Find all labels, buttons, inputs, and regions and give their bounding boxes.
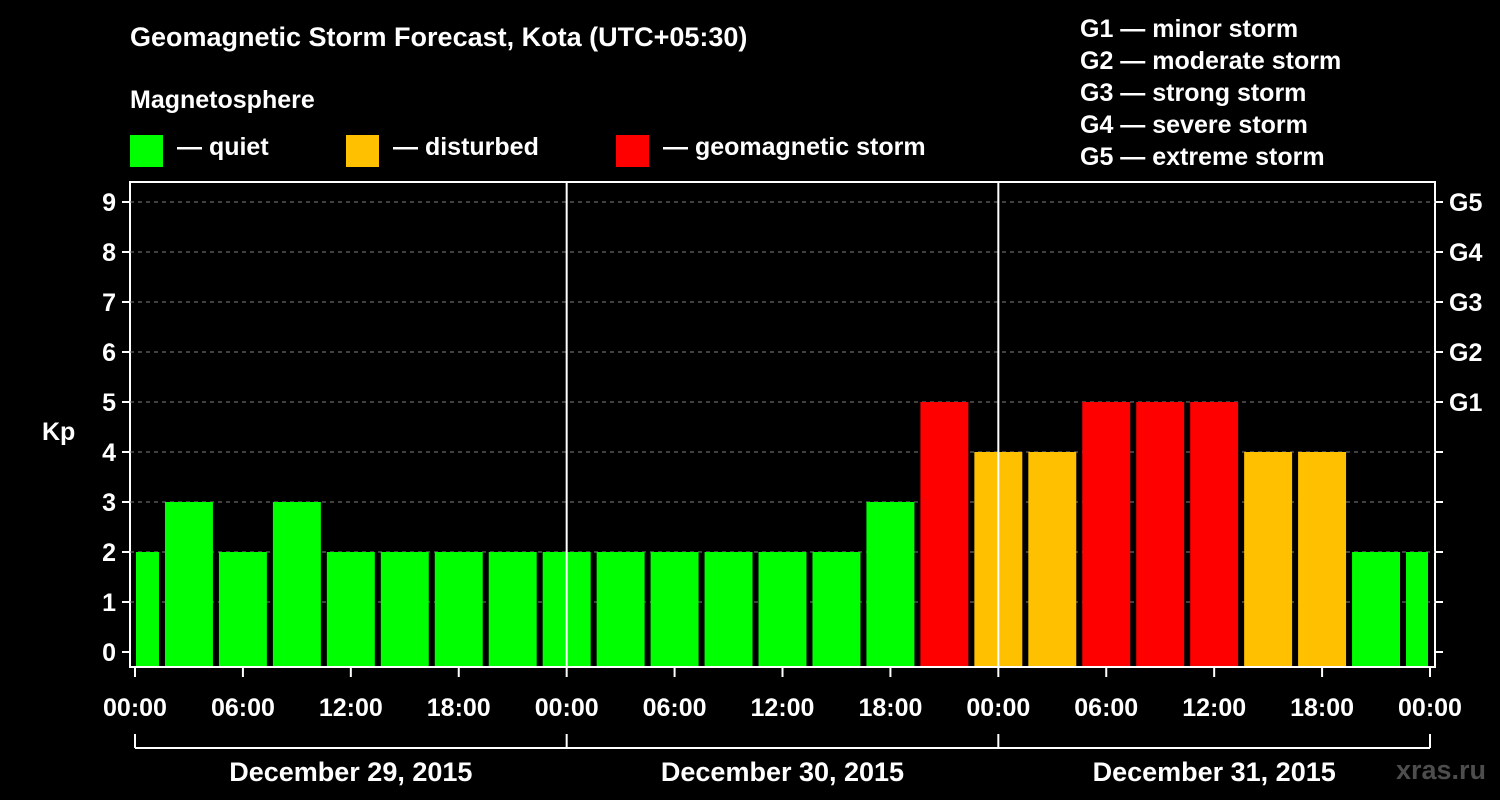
kp-bar <box>920 402 969 666</box>
x-tick-label: 18:00 <box>427 694 491 722</box>
g-level-label: G4 <box>1449 239 1482 267</box>
kp-bar <box>136 552 159 666</box>
kp-bar <box>1298 452 1347 666</box>
legend-swatch-storm <box>616 135 649 167</box>
y-tick-label: 0 <box>102 639 116 667</box>
watermark: xras.ru <box>1395 755 1486 785</box>
kp-bar <box>1082 402 1131 666</box>
x-tick-label: 12:00 <box>751 694 815 722</box>
kp-bar <box>218 552 267 666</box>
x-tick-label: 18:00 <box>1290 694 1354 722</box>
kp-bar <box>1136 402 1185 666</box>
x-tick-label: 06:00 <box>211 694 275 722</box>
y-tick-label: 8 <box>102 239 116 267</box>
kp-bar <box>326 552 375 666</box>
kp-bar <box>758 552 807 666</box>
kp-bar <box>1352 552 1401 666</box>
y-tick-label: 6 <box>102 339 116 367</box>
y-tick-label: 2 <box>102 539 116 567</box>
day-label: December 30, 2015 <box>661 757 904 787</box>
x-tick-label: 12:00 <box>319 694 383 722</box>
legend-label-storm: — geomagnetic storm <box>663 133 926 161</box>
kp-bar <box>1028 452 1077 666</box>
x-tick-label: 12:00 <box>1182 694 1246 722</box>
x-tick-label: 06:00 <box>643 694 707 722</box>
y-tick-label: 3 <box>102 489 116 517</box>
kp-bar <box>812 552 861 666</box>
x-tick-label: 00:00 <box>1398 694 1462 722</box>
g-scale-item-g1: G1 — minor storm <box>1080 15 1299 43</box>
legend-label-disturbed: — disturbed <box>393 133 539 161</box>
kp-bar <box>596 552 645 666</box>
kp-bar <box>434 552 483 666</box>
y-tick-label: 9 <box>102 189 116 217</box>
kp-bar <box>704 552 753 666</box>
kp-bar <box>866 502 915 666</box>
g-scale-item-g3: G3 — strong storm <box>1080 79 1307 107</box>
x-tick-label: 00:00 <box>103 694 167 722</box>
g-scale-item-g4: G4 — severe storm <box>1080 111 1308 139</box>
kp-bar <box>272 502 321 666</box>
x-tick-label: 18:00 <box>858 694 922 722</box>
y-tick-label: 7 <box>102 289 116 317</box>
kp-bar <box>650 552 699 666</box>
g-level-label: G3 <box>1449 289 1482 317</box>
y-axis-label: Kp <box>42 418 75 446</box>
x-tick-label: 00:00 <box>535 694 599 722</box>
g-level-label: G5 <box>1449 189 1482 217</box>
kp-bar <box>164 502 213 666</box>
legend-swatch-disturbed <box>346 135 379 167</box>
chart-title: Geomagnetic Storm Forecast, Kota (UTC+05… <box>130 22 748 52</box>
y-tick-label: 4 <box>102 439 116 467</box>
y-tick-label: 1 <box>102 589 116 617</box>
day-label: December 31, 2015 <box>1093 757 1336 787</box>
kp-bar <box>1244 452 1293 666</box>
day-label: December 29, 2015 <box>229 757 472 787</box>
legend-title: Magnetosphere <box>130 86 315 114</box>
legend-label-quiet: — quiet <box>177 133 269 161</box>
y-tick-label: 5 <box>102 389 116 417</box>
kp-bar <box>1190 402 1239 666</box>
g-level-label: G2 <box>1449 339 1482 367</box>
x-tick-label: 00:00 <box>966 694 1030 722</box>
g-scale-item-g5: G5 — extreme storm <box>1080 143 1325 171</box>
kp-bar <box>1406 552 1428 666</box>
x-tick-label: 06:00 <box>1074 694 1138 722</box>
kp-bar <box>380 552 429 666</box>
g-scale-item-g2: G2 — moderate storm <box>1080 47 1342 75</box>
legend-swatch-quiet <box>130 135 163 167</box>
kp-bar <box>488 552 537 666</box>
g-level-label: G1 <box>1449 389 1482 417</box>
g-scale-legend: G1 — minor storm G2 — moderate storm G3 … <box>1080 13 1341 173</box>
